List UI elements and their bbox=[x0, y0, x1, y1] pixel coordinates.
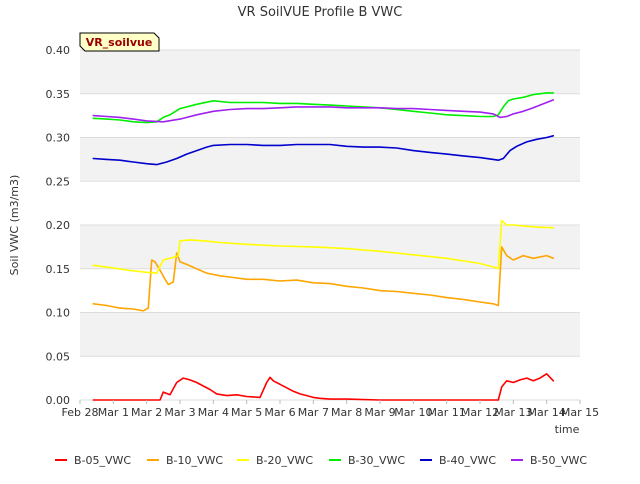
legend-label: B-50_VWC bbox=[530, 454, 587, 467]
y-tick-label: 0.10 bbox=[46, 307, 71, 320]
series-line-b-20-vwc bbox=[92, 219, 555, 274]
x-tick-label: Mar 2 bbox=[131, 406, 162, 419]
x-axis-label: time bbox=[555, 423, 580, 436]
chart-title: VR SoilVUE Profile B VWC bbox=[238, 5, 403, 20]
x-tick-label: Mar 11 bbox=[428, 406, 466, 419]
x-tick-label: Mar 15 bbox=[561, 406, 599, 419]
x-tick-label: Mar 8 bbox=[331, 406, 362, 419]
x-tick-label: Mar 6 bbox=[264, 406, 295, 419]
legend-item[interactable]: B-05_VWC bbox=[55, 454, 131, 467]
x-tick-label: Feb 28 bbox=[62, 406, 99, 419]
series-line-b-05-vwc bbox=[92, 372, 555, 401]
legend-item[interactable]: B-10_VWC bbox=[147, 454, 223, 467]
x-tick-label: Mar 10 bbox=[394, 406, 432, 419]
y-tick-label: 0.25 bbox=[46, 175, 71, 188]
station-label-text: VR_soilvue bbox=[86, 36, 153, 49]
legend-label: B-40_VWC bbox=[439, 454, 496, 467]
legend-label: B-30_VWC bbox=[348, 454, 405, 467]
y-axis-ticks: 0.00 0.05 0.10 0.15 0.20 0.25 0.30 0.35 0.40 bbox=[46, 44, 71, 407]
x-tick-label: Mar 5 bbox=[231, 406, 262, 419]
y-tick-label: 0.40 bbox=[46, 44, 71, 57]
x-tick-label: Mar 12 bbox=[461, 406, 499, 419]
y-axis-label: Soil VWC (m3/m3) bbox=[8, 175, 21, 276]
series-line-b-50-vwc bbox=[92, 99, 555, 123]
y-tick-label: 0.00 bbox=[46, 394, 71, 407]
y-tick-label: 0.20 bbox=[46, 219, 71, 232]
series-group bbox=[92, 92, 555, 401]
grid-lines bbox=[80, 49, 580, 401]
y-tick-label: 0.05 bbox=[46, 350, 71, 363]
legend-item[interactable]: B-40_VWC bbox=[420, 454, 496, 467]
series-line-b-10-vwc bbox=[92, 246, 555, 312]
grid-band bbox=[80, 312, 580, 357]
legend-label: B-05_VWC bbox=[74, 454, 131, 467]
x-tick-label: Mar 13 bbox=[494, 406, 532, 419]
legend: B-05_VWC B-10_VWC B-20_VWC B-30_VWC B-40_VWC… bbox=[55, 454, 587, 467]
series-line-b-30-vwc bbox=[92, 92, 555, 124]
legend-label: B-20_VWC bbox=[256, 454, 313, 467]
x-tick-label: Mar 9 bbox=[364, 406, 395, 419]
x-axis-ticks: Feb 28 Mar 1 Mar 2 Mar 3 Mar 4 Mar 5 Mar 6 Mar … bbox=[62, 400, 599, 419]
legend-label: B-10_VWC bbox=[166, 454, 223, 467]
x-tick-label: Mar 14 bbox=[528, 406, 566, 419]
series-line-b-40-vwc bbox=[92, 135, 555, 166]
y-tick-label: 0.30 bbox=[46, 132, 71, 145]
y-tick-label: 0.15 bbox=[46, 263, 71, 276]
legend-item[interactable]: B-20_VWC bbox=[237, 454, 313, 467]
x-tick-label: Mar 4 bbox=[198, 406, 229, 419]
grid-band bbox=[80, 50, 580, 94]
legend-item[interactable]: B-30_VWC bbox=[329, 454, 405, 467]
x-tick-label: Mar 3 bbox=[164, 406, 195, 419]
legend-item[interactable]: B-50_VWC bbox=[511, 454, 587, 467]
x-tick-label: Mar 7 bbox=[298, 406, 329, 419]
x-tick-label: Mar 1 bbox=[98, 406, 129, 419]
y-tick-label: 0.35 bbox=[46, 88, 71, 101]
station-label-badge: VR_soilvue bbox=[79, 32, 160, 52]
